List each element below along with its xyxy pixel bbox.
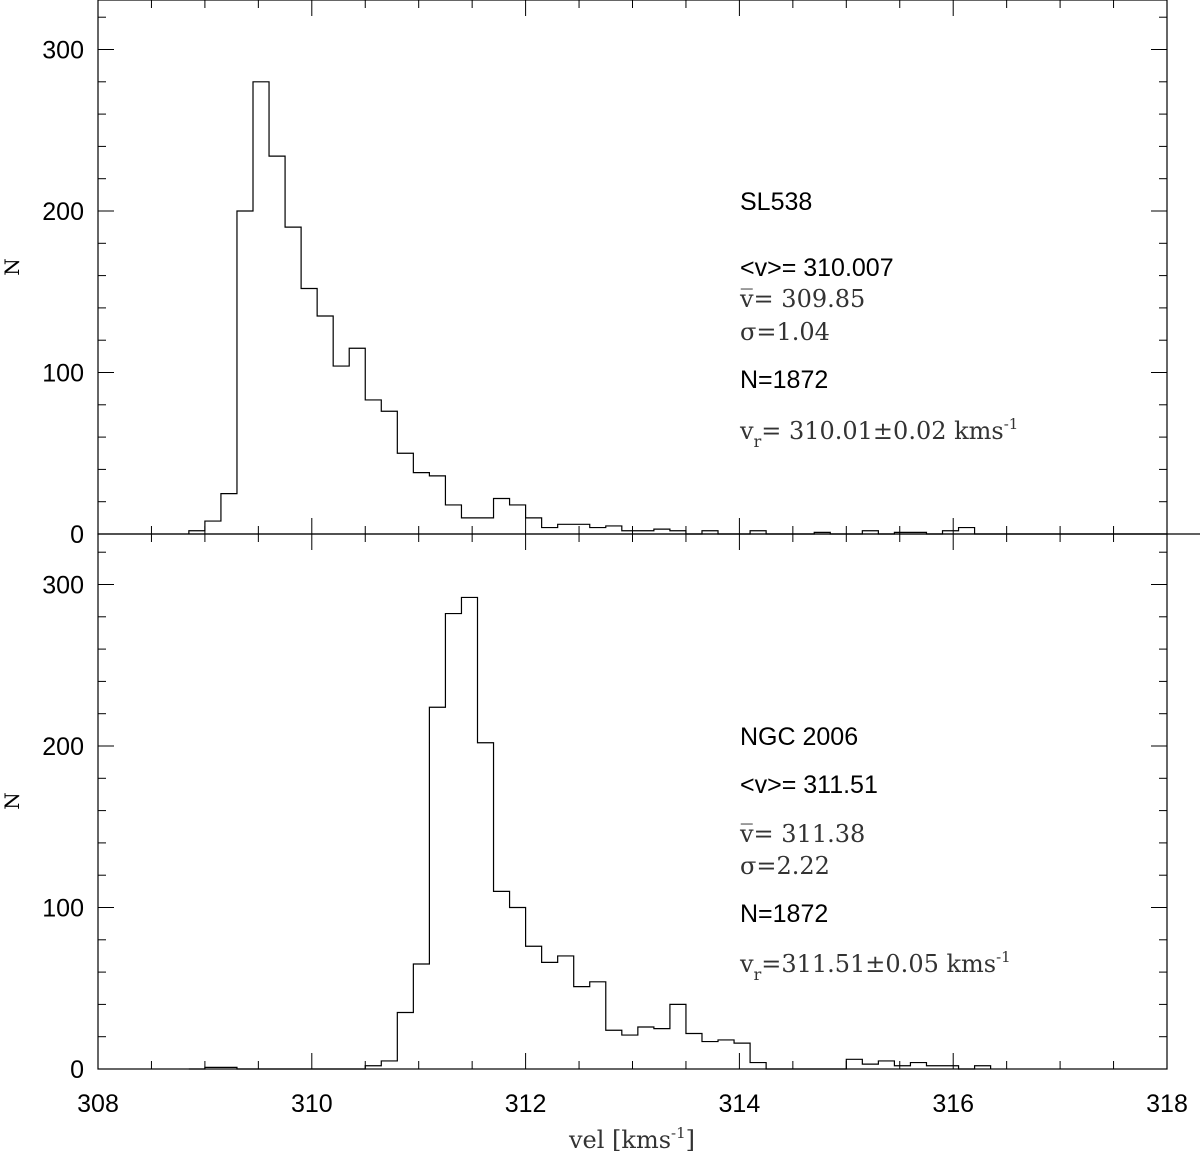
radial-velocity: vr= 310.01±0.02 kms-1 <box>739 415 1018 451</box>
y-tick-label: 300 <box>42 572 84 600</box>
panel-frame <box>97 533 1168 1070</box>
x-tick-label: 314 <box>719 1090 761 1118</box>
y-tick-label: 100 <box>42 895 84 923</box>
dispersion: σ=1.04 <box>740 318 830 346</box>
y-axis-label: N <box>0 792 24 810</box>
tick-marks <box>97 0 1168 535</box>
mean-velocity: <v>= 310.007 <box>740 254 894 282</box>
y-tick-label: 100 <box>42 360 84 388</box>
vr-subscript: r <box>754 965 762 984</box>
dispersion: σ=2.22 <box>740 852 830 880</box>
vr-subscript: r <box>754 432 762 451</box>
star-count: N=1872 <box>740 900 828 928</box>
panel-ngc2006: 0 100 200 300 308 310 312 314 316 318 N NGC 2006… <box>0 533 1188 1154</box>
vr-superscript: -1 <box>1004 415 1019 433</box>
mean-velocity: <v>= 311.51 <box>740 771 878 799</box>
y-tick-label: 0 <box>70 1056 84 1084</box>
histogram-steps <box>188 81 1200 535</box>
y-axis-label: N <box>0 258 24 276</box>
stats-annotation: NGC 2006 <v>= 311.51 v̅= 311.38 σ=2.22 N… <box>739 723 1011 984</box>
tick-marks <box>97 534 1168 1070</box>
y-tick-label: 0 <box>70 521 84 549</box>
histogram-steps <box>188 596 992 1070</box>
y-tick-label: 200 <box>42 198 84 226</box>
y-tick-label: 300 <box>42 37 84 65</box>
x-axis-label: vel [kms-1] <box>568 1124 695 1154</box>
panel-sl538: 0 100 200 300 N SL538 <v>= 310.007 v̅= 309.… <box>0 0 1200 549</box>
x-tick-labels: 308 310 312 314 316 318 <box>77 1090 1188 1118</box>
radial-velocity: vr=311.51±0.05 kms-1 <box>739 948 1011 984</box>
x-tick-label: 308 <box>77 1090 119 1118</box>
y-tick-labels: 0 100 200 300 <box>42 572 84 1085</box>
star-count: N=1872 <box>740 366 828 394</box>
vr-value: =311.51±0.05 kms <box>761 950 996 978</box>
y-tick-labels: 0 100 200 300 <box>42 37 84 550</box>
vr-superscript: -1 <box>996 948 1011 966</box>
x-tick-label: 318 <box>1146 1090 1188 1118</box>
x-tick-label: 316 <box>932 1090 974 1118</box>
vr-symbol: v <box>739 950 754 978</box>
vr-symbol: v <box>739 417 754 445</box>
x-tick-label: 310 <box>291 1090 333 1118</box>
vr-value: = 310.01±0.02 kms <box>761 417 1004 445</box>
x-tick-label: 312 <box>505 1090 547 1118</box>
median-velocity: v̅= 309.85 <box>739 285 865 313</box>
panel-frame <box>97 0 1168 535</box>
cluster-name: NGC 2006 <box>740 723 858 751</box>
stats-annotation: SL538 <v>= 310.007 v̅= 309.85 σ=1.04 N=1… <box>739 188 1018 451</box>
median-velocity: v̅= 311.38 <box>739 820 865 848</box>
cluster-name: SL538 <box>740 188 812 216</box>
y-tick-label: 200 <box>42 733 84 761</box>
